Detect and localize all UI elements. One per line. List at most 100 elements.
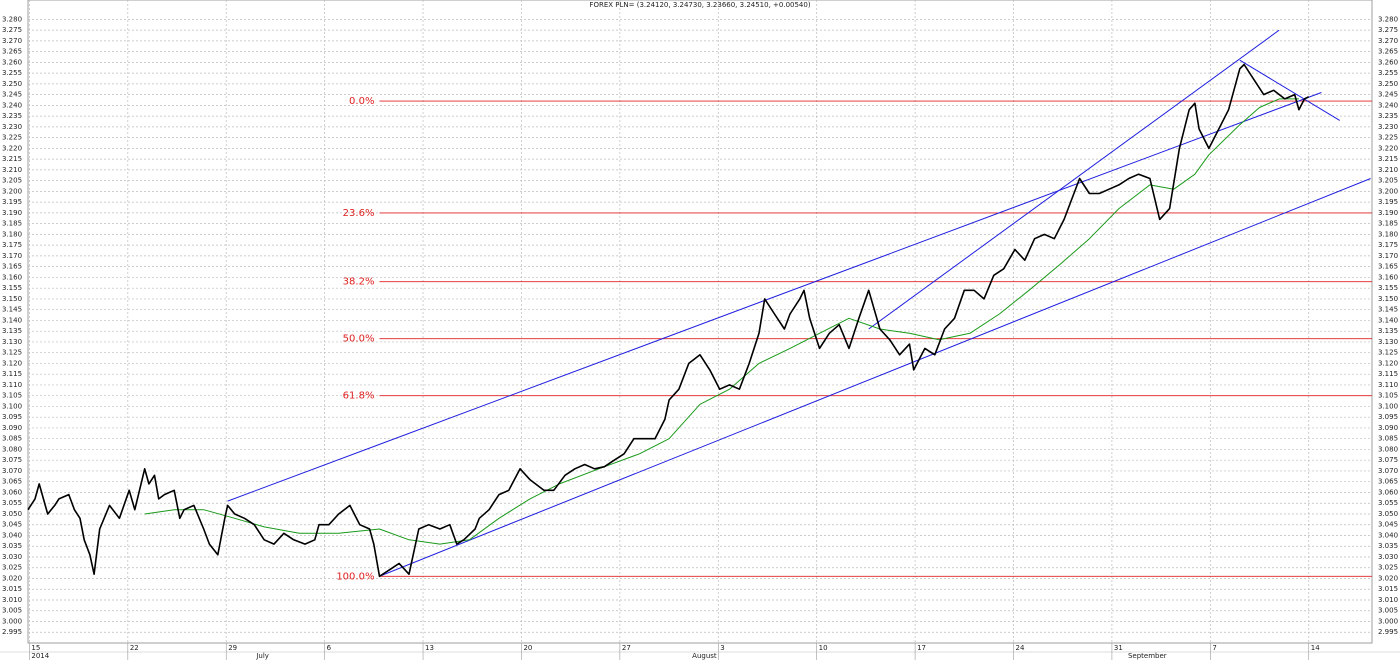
- y-tick-label: 3.110: [2, 381, 22, 389]
- x-tick-label: 24: [1016, 644, 1025, 652]
- y-tick-label: 3.180: [2, 230, 22, 238]
- y-tick-label-right: 3.035: [1378, 542, 1398, 550]
- y-tick-label: 3.215: [2, 155, 22, 163]
- plot-frame: [27, 0, 1373, 644]
- y-tick-label: 3.105: [2, 392, 22, 400]
- y-tick-label: 3.240: [2, 101, 22, 109]
- y-tick-label: 3.020: [2, 574, 22, 582]
- y-tick-label: 3.145: [2, 306, 22, 314]
- month-label: August: [692, 652, 717, 660]
- x-tick-label: 20: [523, 644, 532, 652]
- y-tick-label-right: 3.080: [1378, 445, 1398, 453]
- y-tick-label: 3.260: [2, 58, 22, 66]
- y-tick-label-right: 3.095: [1378, 413, 1398, 421]
- y-tick-label: 3.225: [2, 134, 22, 142]
- y-tick-label-right: 3.140: [1378, 316, 1398, 324]
- y-tick-label: 3.195: [2, 198, 22, 206]
- y-tick-label-right: 3.025: [1378, 564, 1398, 572]
- y-tick-label-right: 3.240: [1378, 101, 1398, 109]
- y-tick-label: 3.090: [2, 424, 22, 432]
- y-tick-label-right: 3.120: [1378, 359, 1398, 367]
- y-tick-label: 3.050: [2, 510, 22, 518]
- y-tick-label-right: 3.145: [1378, 306, 1398, 314]
- y-tick-label: 3.040: [2, 531, 22, 539]
- y-tick-label-right: 3.210: [1378, 166, 1398, 174]
- y-tick-label: 3.250: [2, 80, 22, 88]
- y-tick-label: 3.275: [2, 26, 22, 34]
- y-tick-label: 3.055: [2, 499, 22, 507]
- y-tick-label: 3.255: [2, 69, 22, 77]
- y-tick-label-right: 3.280: [1378, 15, 1398, 23]
- x-tick-label: 31: [1114, 644, 1123, 652]
- y-tick-label: 2.995: [2, 628, 22, 636]
- y-tick-label: 3.075: [2, 456, 22, 464]
- y-tick-label-right: 3.230: [1378, 123, 1398, 131]
- y-tick-label-right: 3.150: [1378, 295, 1398, 303]
- y-tick-label-right: 3.270: [1378, 37, 1398, 45]
- y-tick-label-right: 3.045: [1378, 521, 1398, 529]
- y-tick-label: 3.120: [2, 359, 22, 367]
- x-tick-label: 6: [327, 644, 332, 652]
- y-tick-label: 3.150: [2, 295, 22, 303]
- y-tick-label-right: 3.250: [1378, 80, 1398, 88]
- y-tick-label-right: 3.170: [1378, 252, 1398, 260]
- y-tick-label: 3.135: [2, 327, 22, 335]
- fib-label: 38.2%: [343, 277, 375, 288]
- y-tick-label-right: 3.105: [1378, 392, 1398, 400]
- y-tick-label: 3.080: [2, 445, 22, 453]
- y-tick-label: 3.045: [2, 521, 22, 529]
- y-tick-label: 3.190: [2, 209, 22, 217]
- y-tick-label-right: 3.195: [1378, 198, 1398, 206]
- y-tick-label-right: 3.175: [1378, 241, 1398, 249]
- y-tick-label-right: 3.085: [1378, 435, 1398, 443]
- y-tick-label: 3.230: [2, 123, 22, 131]
- y-tick-label: 3.165: [2, 263, 22, 271]
- y-tick-label: 3.070: [2, 467, 22, 475]
- y-tick-label-right: 3.215: [1378, 155, 1398, 163]
- y-tick-label: 3.185: [2, 220, 22, 228]
- y-tick-label: 3.065: [2, 478, 22, 486]
- y-tick-label: 3.010: [2, 596, 22, 604]
- y-tick-label-right: 3.040: [1378, 531, 1398, 539]
- y-tick-label-right: 3.030: [1378, 553, 1398, 561]
- y-tick-label-right: 3.245: [1378, 91, 1398, 99]
- x-tick-label: 22: [130, 644, 139, 652]
- y-tick-label-right: 3.115: [1378, 370, 1398, 378]
- y-tick-label: 3.100: [2, 402, 22, 410]
- y-tick-label: 3.000: [2, 617, 22, 625]
- y-tick-label: 3.005: [2, 607, 22, 615]
- x-tick-label: 3: [720, 644, 724, 652]
- fib-label: 23.6%: [343, 208, 375, 219]
- y-tick-label: 3.280: [2, 15, 22, 23]
- y-tick-label: 3.030: [2, 553, 22, 561]
- y-tick-label: 3.270: [2, 37, 22, 45]
- trend-line: [1239, 59, 1340, 121]
- y-tick-label-right: 3.000: [1378, 617, 1398, 625]
- y-tick-label-right: 3.260: [1378, 58, 1398, 66]
- y-tick-label: 3.060: [2, 488, 22, 496]
- y-tick-label-right: 3.060: [1378, 488, 1398, 496]
- y-tick-label: 3.130: [2, 338, 22, 346]
- y-tick-label: 3.175: [2, 241, 22, 249]
- y-tick-label-right: 3.265: [1378, 48, 1398, 56]
- y-tick-label-right: 2.995: [1378, 628, 1398, 636]
- y-tick-label-right: 3.075: [1378, 456, 1398, 464]
- y-tick-label-right: 3.125: [1378, 349, 1398, 357]
- y-tick-label: 3.015: [2, 585, 22, 593]
- y-tick-label-right: 3.130: [1378, 338, 1398, 346]
- y-tick-label-right: 3.225: [1378, 134, 1398, 142]
- y-tick-label: 3.025: [2, 564, 22, 572]
- y-tick-label: 3.200: [2, 187, 22, 195]
- x-tick-label: 10: [819, 644, 828, 652]
- y-tick-label-right: 3.205: [1378, 177, 1398, 185]
- y-tick-label: 3.125: [2, 349, 22, 357]
- y-tick-label-right: 3.070: [1378, 467, 1398, 475]
- y-tick-label-right: 3.050: [1378, 510, 1398, 518]
- y-tick-label-right: 3.090: [1378, 424, 1398, 432]
- y-tick-label-right: 3.100: [1378, 402, 1398, 410]
- y-tick-label-right: 3.190: [1378, 209, 1398, 217]
- y-tick-label: 3.220: [2, 144, 22, 152]
- y-tick-label-right: 3.180: [1378, 230, 1398, 238]
- y-tick-label: 3.160: [2, 273, 22, 281]
